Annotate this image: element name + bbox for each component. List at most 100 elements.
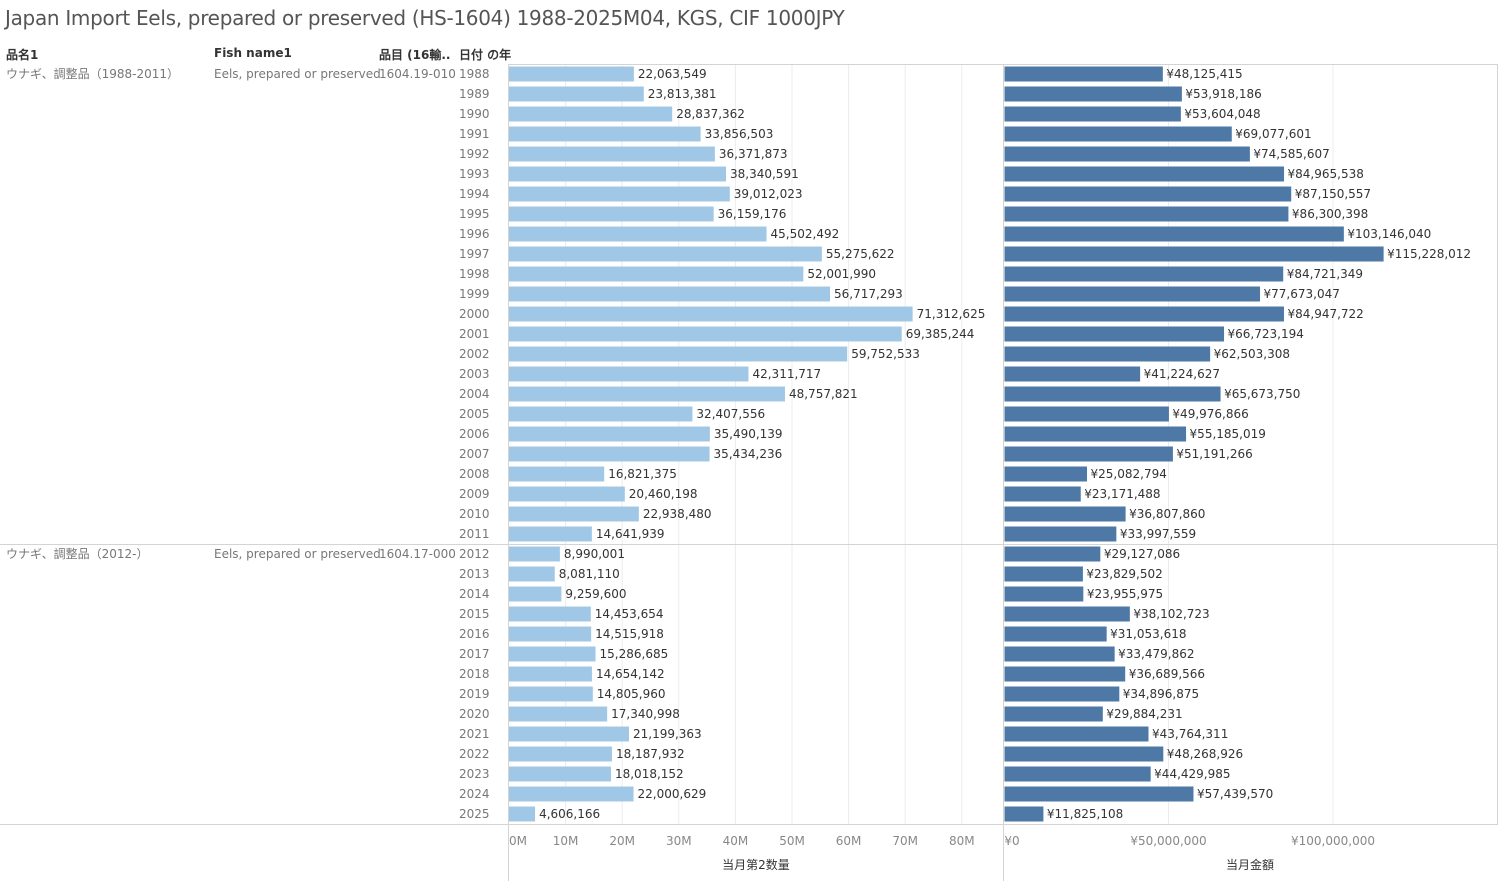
year-label: 2012 [459, 547, 490, 561]
amount-label: ¥25,082,794 [1091, 467, 1167, 481]
quantity-bar [509, 66, 634, 82]
quantity-bar [509, 486, 625, 502]
amount-bar [1004, 506, 1126, 522]
quantity-label: 22,063,549 [638, 67, 707, 81]
amount-label: ¥84,721,349 [1287, 267, 1363, 281]
quantity-label: 59,752,533 [851, 347, 920, 361]
year-label: 1998 [459, 267, 490, 281]
amount-label: ¥41,224,627 [1144, 367, 1220, 381]
amount-label: ¥66,723,194 [1228, 327, 1304, 341]
quantity-label: 14,641,939 [596, 527, 665, 541]
amount-label: ¥33,997,559 [1120, 527, 1196, 541]
quantity-bar [509, 606, 591, 622]
quantity-label: 48,757,821 [789, 387, 858, 401]
quantity-bar [509, 506, 639, 522]
amount-bar [1004, 786, 1194, 802]
quantity-bar [509, 146, 715, 162]
year-label: 2015 [459, 607, 490, 621]
quantity-label: 28,837,362 [676, 107, 745, 121]
amount-bar [1004, 126, 1232, 142]
amount-label: ¥84,947,722 [1287, 307, 1363, 321]
amount-bar [1004, 666, 1126, 682]
amount-bar [1004, 646, 1115, 662]
year-label: 2022 [459, 747, 490, 761]
amount-label: ¥11,825,108 [1047, 807, 1123, 821]
quantity-label: 14,453,654 [595, 607, 664, 621]
amount-label: ¥115,228,012 [1387, 247, 1471, 261]
quantity-label: 17,340,998 [611, 707, 680, 721]
x-tick-label: 70M [892, 834, 918, 848]
quantity-label: 22,000,629 [638, 787, 707, 801]
amount-bar [1004, 626, 1107, 642]
amount-label: ¥77,673,047 [1264, 287, 1340, 301]
year-label: 2010 [459, 507, 490, 521]
x-tick-label: 60M [836, 834, 862, 848]
amount-bar [1004, 226, 1344, 242]
quantity-label: 18,187,932 [616, 747, 685, 761]
header-year: 日付 の年 [459, 48, 512, 62]
quantity-bar [509, 766, 611, 782]
amount-bar [1004, 526, 1117, 542]
group-item-code: 1604.17-000 [379, 547, 456, 561]
quantity-bar [509, 646, 596, 662]
amount-label: ¥23,955,975 [1087, 587, 1163, 601]
header-product-name: 品名1 [6, 48, 39, 62]
year-label: 2021 [459, 727, 490, 741]
amount-label: ¥44,429,985 [1154, 767, 1230, 781]
quantity-label: 38,340,591 [730, 167, 799, 181]
amount-bar [1004, 346, 1211, 362]
quantity-bar [509, 566, 555, 582]
group-name: ウナギ、調整品（1988-2011） [6, 66, 179, 81]
quantity-label: 42,311,717 [752, 367, 821, 381]
x-tick-label: 0M [509, 834, 527, 848]
quantity-bar [509, 746, 612, 762]
quantity-bar [509, 226, 767, 242]
amount-label: ¥53,604,048 [1184, 107, 1260, 121]
amount-bar [1004, 146, 1250, 162]
amount-bar [1004, 366, 1141, 382]
x-tick-label: 20M [609, 834, 635, 848]
x-tick-label: 10M [553, 834, 579, 848]
quantity-bar [509, 326, 902, 342]
quantity-bar [509, 806, 536, 822]
amount-bar [1004, 686, 1120, 702]
header-fish-name: Fish name1 [214, 46, 292, 60]
year-label: 1988 [459, 67, 490, 81]
amount-label: ¥49,976,866 [1172, 407, 1248, 421]
amount-bar [1004, 66, 1163, 82]
year-label: 1990 [459, 107, 490, 121]
amount-label: ¥62,503,308 [1214, 347, 1290, 361]
quantity-label: 33,856,503 [705, 127, 774, 141]
year-label: 2002 [459, 347, 490, 361]
year-label: 2024 [459, 787, 490, 801]
quantity-label: 20,460,198 [629, 487, 698, 501]
year-label: 2025 [459, 807, 490, 821]
quantity-bar [509, 126, 701, 142]
x-tick-label: ¥0 [1004, 834, 1019, 848]
amount-bar [1004, 206, 1289, 222]
header-item-code: 品目 (16輸.. [379, 48, 451, 62]
year-label: 1996 [459, 227, 490, 241]
amount-bar [1004, 746, 1164, 762]
quantity-bar [509, 366, 749, 382]
amount-bar [1004, 446, 1173, 462]
x-tick-label: 30M [666, 834, 692, 848]
amount-bar [1004, 706, 1103, 722]
quantity-label: 52,001,990 [807, 267, 876, 281]
quantity-bar [509, 406, 693, 422]
amount-bar [1004, 386, 1221, 402]
amount-label: ¥34,896,875 [1123, 687, 1199, 701]
x-tick-label: 50M [779, 834, 805, 848]
group-item-code: 1604.19-010 [379, 67, 456, 81]
year-label: 2020 [459, 707, 490, 721]
year-label: 2001 [459, 327, 490, 341]
quantity-label: 15,286,685 [600, 647, 669, 661]
amount-bar [1004, 106, 1181, 122]
year-label: 2018 [459, 667, 490, 681]
quantity-label: 22,938,480 [643, 507, 712, 521]
quantity-label: 45,502,492 [771, 227, 840, 241]
amount-bar [1004, 306, 1284, 322]
amount-bar [1004, 726, 1149, 742]
x-tick-label: 40M [723, 834, 749, 848]
quantity-bar [509, 526, 592, 542]
